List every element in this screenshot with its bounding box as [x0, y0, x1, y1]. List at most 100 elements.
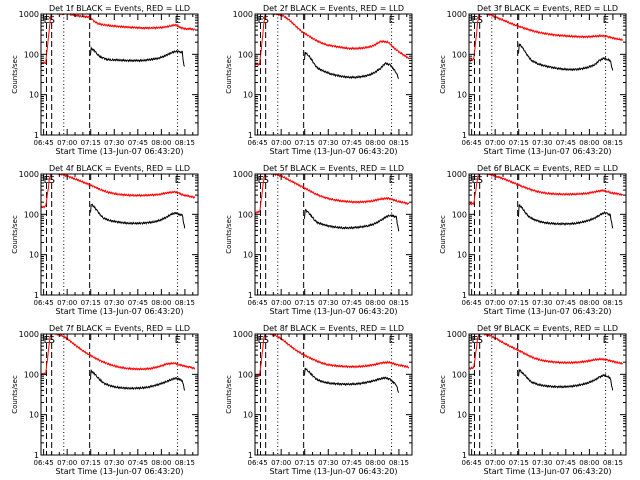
- x-tick-label: 07:15: [509, 459, 529, 467]
- lld-series-line: [255, 334, 410, 378]
- x-tick-label: 07:30: [532, 299, 552, 307]
- x-tick-label: 07:15: [81, 139, 101, 147]
- x-tick-label: 06:45: [248, 459, 268, 467]
- y-axis-label: Counts/sec: [439, 375, 447, 414]
- marker-label-e: E: [257, 175, 263, 186]
- events-series-line: [304, 367, 400, 393]
- series-group: [255, 14, 410, 80]
- events-series-line: [90, 46, 185, 67]
- x-tick-label: 07:45: [342, 299, 362, 307]
- y-tick-label: 1000: [447, 330, 467, 339]
- y-tick-label: 100: [238, 210, 253, 219]
- x-tick-label: 07:30: [104, 139, 124, 147]
- x-tick-label: 08:15: [389, 299, 409, 307]
- y-axis-label: Counts/sec: [439, 55, 447, 94]
- marker-label-e: E: [603, 175, 609, 186]
- series-group: [469, 174, 624, 229]
- x-axis-label: Start Time (13-Jun-07 06:43:20): [270, 147, 398, 156]
- lld-series-line: [469, 334, 623, 370]
- y-axis-label: Counts/sec: [225, 215, 233, 254]
- lld-series-line: [255, 14, 410, 66]
- lld-series-line: [41, 14, 196, 66]
- x-tick-label: 07:00: [57, 139, 77, 147]
- x-tick-label: 07:30: [318, 139, 338, 147]
- x-tick-label: 07:45: [556, 299, 576, 307]
- lld-series-line: [469, 14, 624, 63]
- x-tick-label: 07:45: [128, 139, 148, 147]
- x-tick-label: 07:00: [57, 459, 77, 467]
- marker-label-e: E: [43, 175, 49, 186]
- y-tick-label: 100: [238, 370, 253, 379]
- x-tick-label: 06:45: [34, 459, 54, 467]
- x-tick-label: 08:15: [175, 299, 195, 307]
- x-tick-label: 07:15: [509, 299, 529, 307]
- y-tick-label: 1: [462, 291, 467, 300]
- series-group: [41, 14, 196, 67]
- y-tick-label: 1000: [233, 10, 253, 19]
- plot-frame: [40, 13, 199, 136]
- y-axis-label: Counts/sec: [225, 375, 233, 414]
- x-tick-label: 07:30: [104, 459, 124, 467]
- x-tick-label: 08:15: [603, 299, 623, 307]
- series-group: [41, 334, 196, 391]
- plot-frame: [468, 173, 627, 296]
- chart-title: Det 2f BLACK = Events, RED = LLD: [263, 4, 404, 13]
- plot-frame: [40, 333, 199, 456]
- y-axis-label: Counts/sec: [11, 55, 19, 94]
- x-tick-label: 07:00: [485, 459, 505, 467]
- x-tick-label: 07:30: [104, 299, 124, 307]
- x-tick-label: 07:30: [532, 139, 552, 147]
- x-tick-label: 07:00: [271, 459, 291, 467]
- y-axis-label: Counts/sec: [439, 215, 447, 254]
- x-tick-label: 08:00: [579, 139, 599, 147]
- x-axis-label: Start Time (13-Jun-07 06:43:20): [270, 307, 398, 316]
- x-tick-label: 07:45: [128, 299, 148, 307]
- x-tick-label: 07:15: [295, 459, 315, 467]
- series-group: [255, 334, 410, 393]
- x-tick-label: 08:00: [365, 299, 385, 307]
- y-tick-label: 100: [238, 50, 253, 59]
- x-tick-label: 07:45: [556, 139, 576, 147]
- x-tick-label: 08:15: [389, 139, 409, 147]
- y-tick-label: 1000: [19, 330, 39, 339]
- x-tick-label: 08:15: [603, 139, 623, 147]
- x-tick-label: 08:00: [151, 139, 171, 147]
- x-tick-label: 07:00: [271, 299, 291, 307]
- x-tick-label: 06:45: [462, 299, 482, 307]
- marker-label-s: S: [49, 15, 55, 26]
- x-tick-label: 07:15: [295, 139, 315, 147]
- marker-label-s: S: [263, 335, 269, 346]
- y-tick-label: 10: [243, 411, 253, 420]
- y-tick-label: 10: [457, 91, 467, 100]
- chart-title: Det 8f BLACK = Events, RED = LLD: [263, 324, 404, 333]
- plot-frame: [468, 333, 627, 456]
- chart-title: Det 6f BLACK = Events, RED = LLD: [477, 164, 618, 173]
- y-tick-label: 100: [24, 370, 39, 379]
- y-axis-label: Counts/sec: [225, 55, 233, 94]
- series-group: [469, 14, 624, 72]
- lld-series-line: [255, 174, 410, 215]
- x-tick-label: 07:15: [295, 299, 315, 307]
- y-tick-label: 100: [24, 210, 39, 219]
- y-tick-label: 1: [34, 451, 39, 460]
- marker-label-e: E: [43, 335, 49, 346]
- marker-label-s: S: [263, 15, 269, 26]
- y-tick-label: 10: [243, 91, 253, 100]
- x-tick-label: 07:15: [81, 459, 101, 467]
- y-tick-label: 1000: [447, 10, 467, 19]
- x-tick-label: 07:45: [556, 459, 576, 467]
- x-axis-label: Start Time (13-Jun-07 06:43:20): [56, 147, 184, 156]
- series-group: [469, 334, 623, 391]
- chart-title: Det 3f BLACK = Events, RED = LLD: [477, 4, 618, 13]
- x-tick-label: 06:45: [248, 139, 268, 147]
- marker-label-e: E: [175, 335, 181, 346]
- marker-label-e: E: [471, 175, 477, 186]
- y-tick-label: 1000: [447, 170, 467, 179]
